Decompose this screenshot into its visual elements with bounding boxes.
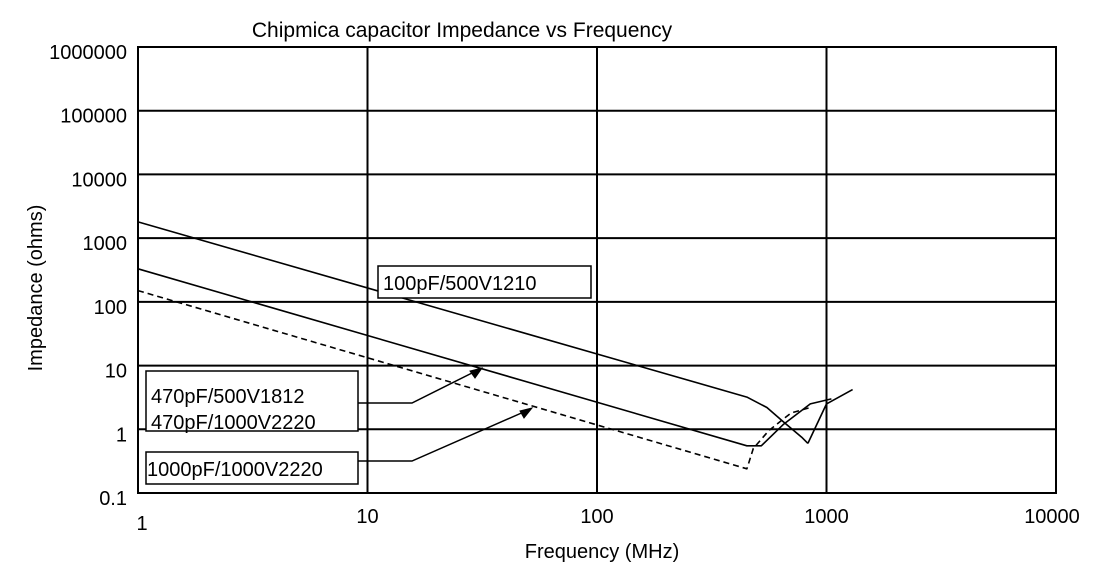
x-tick-label-3: 1000 xyxy=(804,506,849,528)
series-line-0 xyxy=(137,221,809,444)
y-tick-label-6: 100000 xyxy=(60,106,127,128)
y-tick-labels: 0.1 1 10 100 1000 10000 100000 1000000 xyxy=(49,42,127,510)
annotation-box-3 xyxy=(145,451,359,485)
annotation-label-1: 470pF/500V1812 xyxy=(151,386,304,408)
y-tick-label-1: 1 xyxy=(116,424,127,446)
arrowhead-470pf-500v xyxy=(469,367,484,379)
x-tick-label-0: 1 xyxy=(136,513,147,535)
grid xyxy=(137,46,1057,494)
annotation-label-0: 100pF/500V1210 xyxy=(383,273,536,295)
annotation-label-3: 1000pF/1000V2220 xyxy=(147,459,323,481)
annotations: 100pF/500V1210 470pF/500V1812 470pF/1000V2… xyxy=(145,265,592,485)
y-tick-label-4: 1000 xyxy=(83,233,128,255)
x-tick-label-1: 10 xyxy=(356,506,378,528)
y-tick-label-0: 0.1 xyxy=(99,488,127,510)
x-tick-label-2: 100 xyxy=(580,506,613,528)
series-line-3 xyxy=(807,388,853,444)
leader-line-470pf-500v xyxy=(358,370,477,404)
y-tick-label-3: 100 xyxy=(94,297,127,319)
leader-line-1000pf-1000v xyxy=(358,410,527,462)
series-line-1 xyxy=(137,268,832,447)
annotation-box-1 xyxy=(145,370,359,432)
y-tick-label-7: 1000000 xyxy=(49,42,127,64)
annotation-box-0 xyxy=(377,265,592,299)
series-line-2 xyxy=(137,289,811,470)
y-tick-label-2: 10 xyxy=(105,361,127,383)
arrowhead-1000pf-1000v xyxy=(519,407,534,419)
series-lines xyxy=(137,221,853,470)
y-axis-label: Impedance (ohms) xyxy=(25,205,47,372)
x-tick-label-4: 10000 xyxy=(1024,506,1080,528)
x-tick-labels: 1 10 100 1000 10000 xyxy=(136,506,1079,535)
annotation-label-2: 470pF/1000V2220 xyxy=(151,412,316,434)
y-tick-label-5: 10000 xyxy=(71,169,127,191)
x-axis-label: Frequency (MHz) xyxy=(525,541,679,563)
chart-title: Chipmica capacitor Impedance vs Frequenc… xyxy=(252,19,673,42)
